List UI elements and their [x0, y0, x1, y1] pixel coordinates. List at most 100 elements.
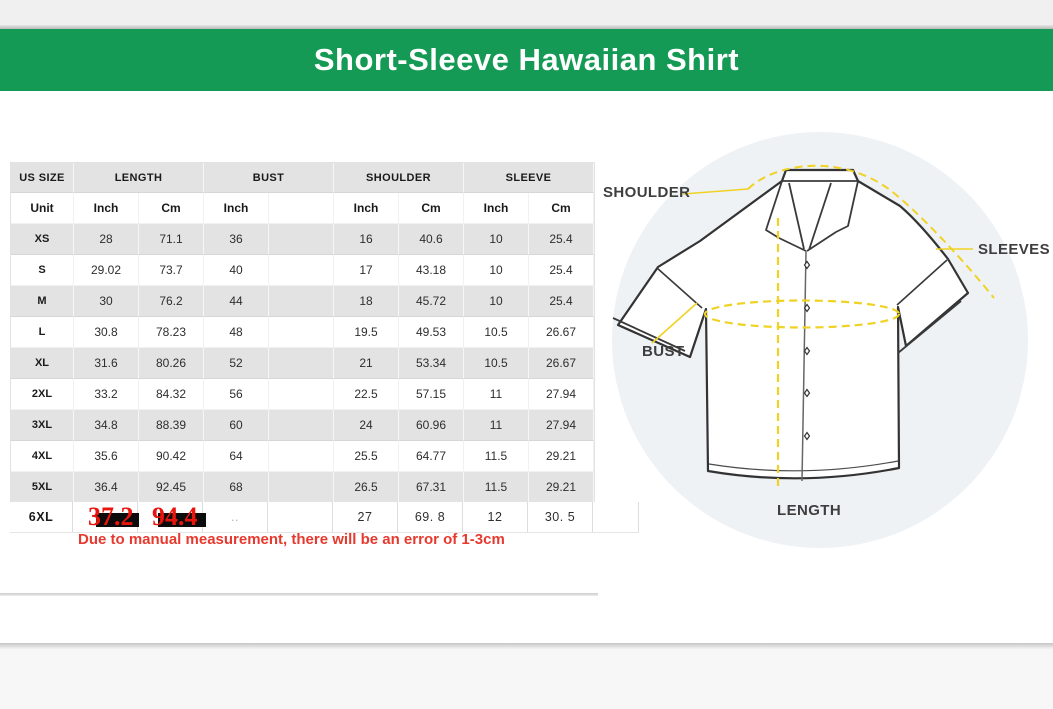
redaction-bar: [96, 513, 139, 527]
table-cell: 68: [204, 472, 269, 503]
table-cell: 43.18: [399, 255, 464, 286]
table-cell: 90.42: [139, 441, 204, 472]
table-cell: 17: [334, 255, 399, 286]
table-cell: 84.32: [139, 379, 204, 410]
unit-header: Cm: [399, 193, 464, 224]
table-cell: 30: [74, 286, 139, 317]
collar-lines: [765, 180, 859, 252]
corrected-value: 37.2: [88, 502, 134, 531]
table-cell: 11: [464, 410, 529, 441]
cuff-lines: [612, 300, 962, 354]
table-cell: 29.21: [529, 441, 594, 472]
table-cell: 11.5: [464, 472, 529, 503]
footer-background: [0, 649, 1053, 709]
table-cell: 40: [204, 255, 269, 286]
table-cell: 18: [334, 286, 399, 317]
table-cell: 36.4: [74, 472, 139, 503]
size-label: 5XL: [11, 472, 74, 503]
table-cell: 64.77: [399, 441, 464, 472]
table-cell-bust-inch: ..: [203, 502, 268, 532]
table-cell: 56: [204, 379, 269, 410]
column-group-header: LENGTH: [74, 163, 204, 193]
table-cell: 49.53: [399, 317, 464, 348]
table-cell: 25.5: [334, 441, 399, 472]
table-cell: 52: [204, 348, 269, 379]
table-cell-shoulder-inch: 27: [333, 502, 398, 532]
unit-header: [269, 193, 334, 224]
table-cell: 48: [204, 317, 269, 348]
table-cell-sleeve-cm: 30. 5: [528, 502, 593, 532]
table-cell: 19.5: [334, 317, 399, 348]
table-cell: 27.94: [529, 379, 594, 410]
table-cell: 10: [464, 286, 529, 317]
table-cell: [269, 255, 334, 286]
table-cell: 25.4: [529, 255, 594, 286]
page-title: Short-Sleeve Hawaiian Shirt: [313, 42, 740, 77]
table-cell: 92.45: [139, 472, 204, 503]
table-cell: [269, 472, 334, 503]
shoulder-label: SHOULDER: [603, 184, 691, 201]
table-cell: 64: [204, 441, 269, 472]
table-cell: 27.94: [529, 410, 594, 441]
table-cell: 45.72: [399, 286, 464, 317]
table-cell: 67.31: [399, 472, 464, 503]
unit-header: Inch: [204, 193, 269, 224]
table-cell: 26.67: [529, 317, 594, 348]
table-cell: 25.4: [529, 286, 594, 317]
table-cell: 26.5: [334, 472, 399, 503]
bust-measure-dashed-ellipse: [703, 299, 901, 329]
sleeves-label: SLEEVES: [978, 241, 1050, 258]
size-label: 2XL: [11, 379, 74, 410]
shoulder-pointer-line: [682, 188, 749, 195]
unit-header: Inch: [74, 193, 139, 224]
table-cell-bust-cm: [268, 502, 333, 532]
shirt-diagram: [612, 132, 1028, 548]
table-cell: [269, 348, 334, 379]
size-label: S: [11, 255, 74, 286]
table-cell: 10.5: [464, 348, 529, 379]
shoulder-measure-dashed-line: [747, 164, 995, 299]
size-label: 3XL: [11, 410, 74, 441]
measurement-note: Due to manual measurement, there will be…: [78, 531, 505, 548]
table-cell: 10.5: [464, 317, 529, 348]
table-cell: 30.8: [74, 317, 139, 348]
table-cell: 25.4: [529, 224, 594, 255]
table-cell: 24: [334, 410, 399, 441]
table-cell: 35.6: [74, 441, 139, 472]
table-cell: 78.23: [139, 317, 204, 348]
table-cell: 34.8: [74, 410, 139, 441]
size-table: US SIZE LENGTH BUST SHOULDER SLEEVE Unit Inch C…: [10, 162, 595, 504]
column-group-header: SLEEVE: [464, 163, 594, 193]
table-cell: 33.2: [74, 379, 139, 410]
section-divider: [0, 643, 1053, 649]
table-cell: 60: [204, 410, 269, 441]
table-cell: 40.6: [399, 224, 464, 255]
table-cell: [269, 224, 334, 255]
size-label: XL: [11, 348, 74, 379]
table-cell: 73.7: [139, 255, 204, 286]
buttonholes: [803, 260, 811, 441]
table-cell: 29.02: [74, 255, 139, 286]
table-cell: 60.96: [399, 410, 464, 441]
table-cell: 21: [334, 348, 399, 379]
table-cell: 16: [334, 224, 399, 255]
title-banner: Short-Sleeve Hawaiian Shirt: [0, 29, 1053, 91]
column-group-header: SHOULDER: [334, 163, 464, 193]
table-cell-shoulder-cm: 69. 8: [398, 502, 463, 532]
redaction-bar: [158, 513, 206, 527]
corrected-value: 94.4: [152, 502, 198, 531]
table-cell: 53.34: [399, 348, 464, 379]
top-bar-shadow: [0, 25, 1053, 29]
unit-row-label: Unit: [11, 193, 74, 224]
table-cell: [269, 286, 334, 317]
table-cell: 80.26: [139, 348, 204, 379]
length-label: LENGTH: [777, 502, 842, 519]
placket-line: [801, 250, 807, 482]
table-cell: 11.5: [464, 441, 529, 472]
table-cell: 29.21: [529, 472, 594, 503]
unit-header: Cm: [139, 193, 204, 224]
top-gray-bar: [0, 0, 1053, 25]
table-cell: 57.15: [399, 379, 464, 410]
table-cell: 10: [464, 255, 529, 286]
column-group-header: US SIZE: [11, 163, 74, 193]
